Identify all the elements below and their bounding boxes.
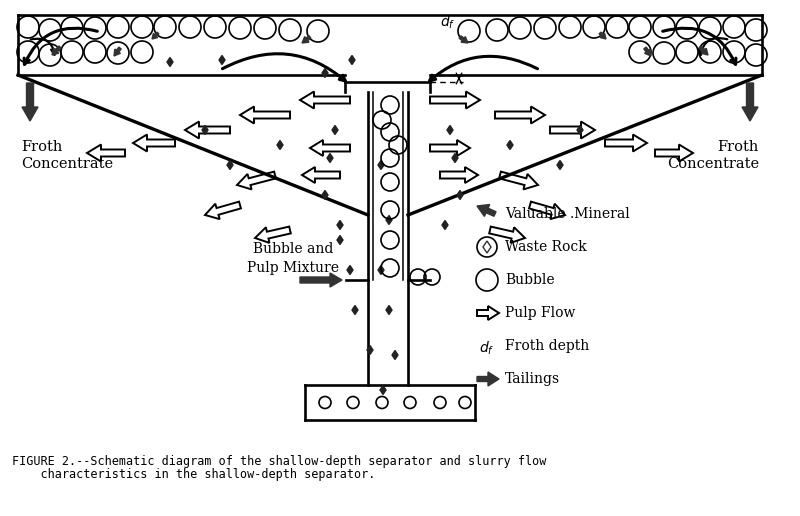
Polygon shape bbox=[167, 57, 173, 67]
Polygon shape bbox=[452, 153, 458, 163]
Text: Pulp Flow: Pulp Flow bbox=[505, 306, 575, 320]
FancyArrow shape bbox=[52, 46, 61, 55]
Polygon shape bbox=[577, 125, 583, 135]
Polygon shape bbox=[352, 305, 358, 314]
Polygon shape bbox=[557, 160, 563, 169]
Text: Concentrate: Concentrate bbox=[21, 157, 113, 171]
FancyArrow shape bbox=[477, 372, 499, 386]
Polygon shape bbox=[378, 160, 384, 169]
FancyArrow shape bbox=[302, 36, 311, 43]
Text: FIGURE 2.--Schematic diagram of the shallow-depth separator and slurry flow: FIGURE 2.--Schematic diagram of the shal… bbox=[12, 455, 546, 468]
Polygon shape bbox=[322, 69, 328, 77]
FancyArrow shape bbox=[22, 83, 38, 121]
FancyArrow shape bbox=[300, 273, 342, 287]
FancyArrow shape bbox=[599, 32, 606, 39]
Polygon shape bbox=[322, 190, 328, 200]
FancyArrow shape bbox=[477, 204, 496, 216]
Text: Froth: Froth bbox=[718, 140, 759, 154]
Polygon shape bbox=[337, 220, 343, 230]
FancyArrow shape bbox=[114, 47, 122, 56]
Polygon shape bbox=[367, 346, 373, 354]
Text: Tailings: Tailings bbox=[505, 372, 560, 386]
Polygon shape bbox=[386, 216, 392, 224]
Text: Bubble: Bubble bbox=[505, 273, 554, 287]
Text: characteristics in the shallow-depth separator.: characteristics in the shallow-depth sep… bbox=[12, 468, 375, 481]
Polygon shape bbox=[332, 125, 338, 135]
Polygon shape bbox=[447, 125, 453, 135]
FancyArrow shape bbox=[459, 36, 468, 43]
Text: $d_f$: $d_f$ bbox=[440, 14, 456, 31]
Text: $d_f$: $d_f$ bbox=[479, 340, 494, 357]
Polygon shape bbox=[277, 140, 283, 150]
Polygon shape bbox=[457, 190, 463, 200]
FancyArrow shape bbox=[644, 47, 651, 56]
Polygon shape bbox=[378, 266, 384, 275]
FancyArrow shape bbox=[742, 83, 758, 121]
Polygon shape bbox=[349, 56, 355, 64]
Text: Concentrate: Concentrate bbox=[667, 157, 759, 171]
Polygon shape bbox=[219, 56, 225, 64]
Text: Valuable .Mineral: Valuable .Mineral bbox=[505, 207, 630, 221]
Polygon shape bbox=[392, 350, 398, 360]
Polygon shape bbox=[202, 125, 208, 135]
Text: Froth: Froth bbox=[21, 140, 62, 154]
Text: Waste Rock: Waste Rock bbox=[505, 240, 586, 254]
Polygon shape bbox=[442, 220, 448, 230]
Text: Pulp Mixture: Pulp Mixture bbox=[247, 261, 339, 275]
Polygon shape bbox=[386, 305, 392, 314]
Text: Froth depth: Froth depth bbox=[505, 339, 590, 353]
Polygon shape bbox=[227, 160, 233, 169]
FancyArrow shape bbox=[152, 32, 159, 39]
Polygon shape bbox=[327, 153, 333, 163]
Polygon shape bbox=[347, 266, 353, 275]
FancyArrow shape bbox=[699, 46, 708, 55]
Polygon shape bbox=[507, 140, 513, 150]
Polygon shape bbox=[337, 235, 343, 245]
Text: Bubble and: Bubble and bbox=[253, 242, 333, 256]
Polygon shape bbox=[380, 385, 386, 395]
